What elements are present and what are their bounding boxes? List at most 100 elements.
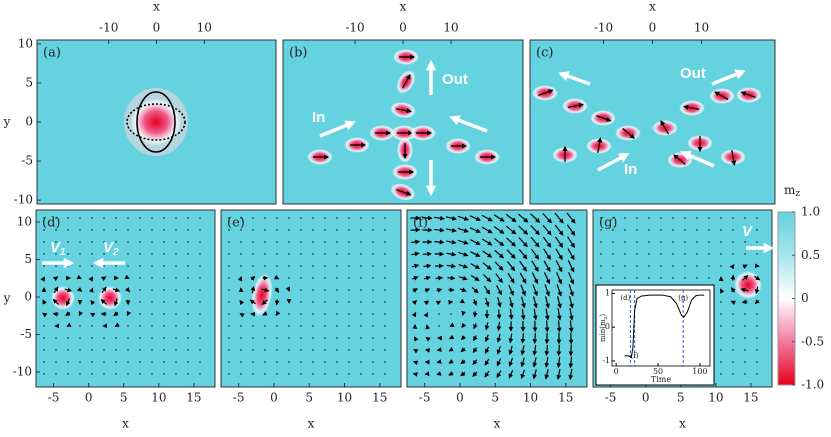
- spin-dot: [708, 229, 709, 230]
- spin-dot: [115, 265, 116, 266]
- spin-dot: [600, 217, 601, 218]
- spin-dot: [175, 229, 176, 230]
- x-tick-label: 15: [372, 391, 387, 405]
- spin-dot: [312, 361, 313, 362]
- spin-dot: [300, 241, 301, 242]
- spin-dot: [252, 265, 253, 266]
- spin-dot: [187, 373, 188, 374]
- spin-dot: [163, 361, 164, 362]
- spin-dot: [348, 217, 349, 218]
- spin-dot: [312, 253, 313, 254]
- spin-dot: [240, 253, 241, 254]
- spin-dot: [336, 313, 337, 314]
- spin-dot: [139, 361, 140, 362]
- spin-dot: [672, 277, 673, 278]
- spin-dot: [624, 265, 625, 266]
- spin-dot: [228, 277, 229, 278]
- spin-dot: [744, 349, 745, 350]
- spin-dot: [612, 241, 613, 242]
- colorbar-tick-label: 0.5: [801, 248, 820, 262]
- y-tick-label: 10: [18, 36, 33, 50]
- spin-dot: [228, 217, 229, 218]
- spin-dot: [139, 253, 140, 254]
- inset-x-tick-label: 100: [692, 367, 707, 376]
- spin-dot: [360, 217, 361, 218]
- spin-dot: [228, 253, 229, 254]
- spin-dot: [199, 217, 200, 218]
- colorbar-tick-label: -1.0: [801, 378, 824, 392]
- spin-dot: [720, 229, 721, 230]
- spin-dot: [264, 373, 265, 374]
- spin-dot: [175, 361, 176, 362]
- spin-dot: [55, 349, 56, 350]
- panel-label: (e): [227, 216, 245, 231]
- spin-dot: [732, 313, 733, 314]
- spin-dot: [624, 217, 625, 218]
- spin-dot: [372, 313, 373, 314]
- skyrmion: [98, 286, 122, 310]
- spin-dot: [372, 373, 373, 374]
- spin-dot: [264, 337, 265, 338]
- spin-dot: [384, 229, 385, 230]
- y-tick-label: 5: [25, 75, 33, 89]
- spin-dot: [672, 229, 673, 230]
- spin-dot: [324, 337, 325, 338]
- spin-dot: [732, 337, 733, 338]
- spin-dot: [55, 361, 56, 362]
- spin-dot: [372, 289, 373, 290]
- colorbar-tick-label: 1.0: [801, 205, 820, 219]
- spin-dot: [696, 265, 697, 266]
- spin-dot: [127, 337, 128, 338]
- spin-dot: [312, 217, 313, 218]
- spin-dot: [199, 361, 200, 362]
- x-axis-label: x: [308, 417, 315, 431]
- spin-dot: [175, 325, 176, 326]
- arrow: [475, 311, 476, 316]
- spin-dot: [43, 217, 44, 218]
- spin-dot: [151, 349, 152, 350]
- spin-dot: [348, 265, 349, 266]
- spin-dot: [384, 349, 385, 350]
- spin-dot: [276, 349, 277, 350]
- spin-dot: [624, 277, 625, 278]
- spin-dot: [660, 277, 661, 278]
- spin-dot: [720, 265, 721, 266]
- spin-dot: [312, 241, 313, 242]
- spin-dot: [187, 217, 188, 218]
- x-tick-label: 15: [186, 391, 201, 405]
- spin-dot: [324, 313, 325, 314]
- spin-dot: [360, 241, 361, 242]
- spin-dot: [67, 349, 68, 350]
- spin-dot: [187, 301, 188, 302]
- spin-dot: [312, 325, 313, 326]
- spin-dot: [264, 229, 265, 230]
- spin-dot: [756, 217, 757, 218]
- colorbar-tick-label: 0: [801, 291, 809, 305]
- x-tick-label: 10: [197, 21, 212, 35]
- spin-dot: [708, 241, 709, 242]
- spin-dot: [163, 325, 164, 326]
- spin-dot: [252, 217, 253, 218]
- spin-dot: [288, 361, 289, 362]
- spin-dot: [228, 229, 229, 230]
- inset-x-tick-label: 0: [614, 367, 619, 376]
- spin-dot: [151, 313, 152, 314]
- spin-dot: [91, 349, 92, 350]
- spin-dot: [336, 337, 337, 338]
- spin-dot: [199, 301, 200, 302]
- spin-dot: [312, 265, 313, 266]
- spin-dot: [175, 277, 176, 278]
- spin-dot: [312, 313, 313, 314]
- arrow: [289, 289, 290, 291]
- spin-dot: [612, 277, 613, 278]
- spin-dot: [372, 241, 373, 242]
- spin-dot: [336, 265, 337, 266]
- spin-dot: [324, 277, 325, 278]
- spin-dot: [324, 217, 325, 218]
- spin-dot: [199, 265, 200, 266]
- arrow: [436, 278, 442, 279]
- arrow: [426, 350, 428, 351]
- arrow: [535, 333, 536, 343]
- spin-dot: [139, 265, 140, 266]
